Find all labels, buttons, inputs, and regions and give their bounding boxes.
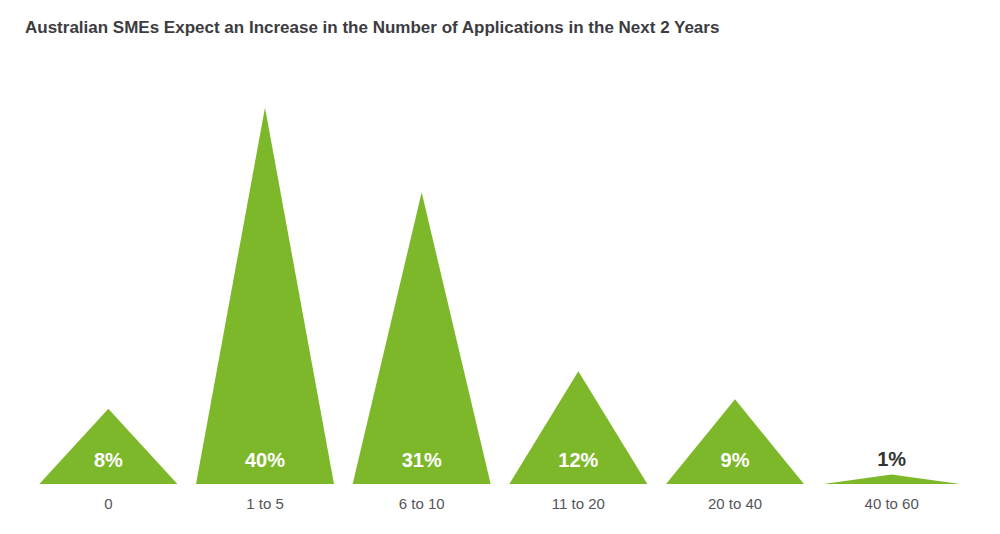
svg-text:40 to 60: 40 to 60 [865,495,919,512]
svg-text:1%: 1% [877,448,906,470]
svg-text:0: 0 [104,495,112,512]
svg-text:11 to 20: 11 to 20 [552,495,605,512]
svg-text:6 to 10: 6 to 10 [399,495,445,512]
svg-text:12%: 12% [558,449,598,471]
svg-text:9%: 9% [721,449,750,471]
svg-text:Australian SMEs Expect an Incr: Australian SMEs Expect an Increase in th… [25,18,719,37]
svg-text:40%: 40% [245,449,285,471]
svg-text:31%: 31% [402,449,442,471]
svg-text:8%: 8% [94,449,123,471]
svg-text:20 to 40: 20 to 40 [708,495,762,512]
svg-text:1 to 5: 1 to 5 [246,495,284,512]
